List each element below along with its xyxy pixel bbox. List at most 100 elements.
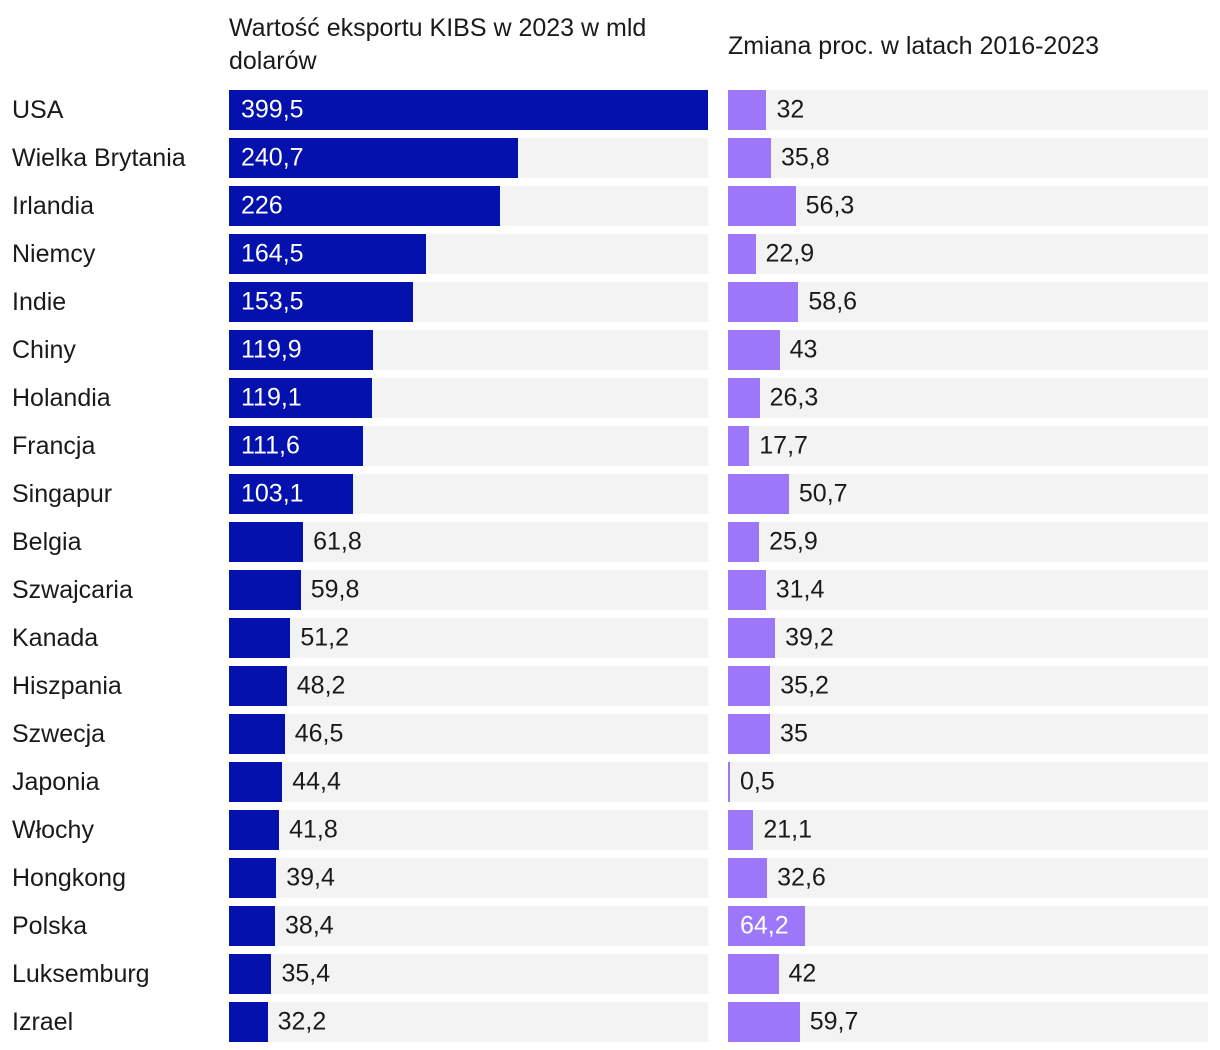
export-bar-track: 59,8 [229, 570, 708, 610]
change-value-label: 43 [789, 335, 818, 364]
change-bar-track: 35,8 [728, 138, 1208, 178]
export-bar-track: 61,8 [229, 522, 708, 562]
change-value-label: 35,8 [781, 143, 830, 172]
change-value-label: 21,1 [763, 815, 813, 844]
export-value-label: 32,2 [277, 1007, 327, 1036]
export-bar [229, 762, 283, 802]
change-bar-track: 43 [728, 330, 1208, 370]
export-value-label: 226 [241, 191, 283, 220]
change-bar [728, 1002, 800, 1042]
export-bar [229, 570, 301, 610]
table-row: Luksemburg 35,4 42 [0, 954, 1220, 994]
change-bar-track: 17,7 [728, 426, 1208, 466]
export-bar [229, 522, 304, 562]
export-bar-track: 119,9 [229, 330, 708, 370]
table-row: Włochy 41,8 21,1 [0, 810, 1220, 850]
table-row: Niemcy 164,5 22,9 [0, 234, 1220, 274]
country-label: Kanada [12, 623, 99, 652]
table-row: Holandia 119,1 26,3 [0, 378, 1220, 418]
country-label: Włochy [12, 815, 94, 844]
change-bar-track: 25,9 [728, 522, 1208, 562]
export-bar-track: 164,5 [229, 234, 708, 274]
export-bar [229, 426, 363, 466]
export-bar-track: 226 [229, 186, 708, 226]
change-bar-track: 59,7 [728, 1002, 1208, 1042]
export-bar [229, 474, 353, 514]
export-bar-track: 38,4 [229, 906, 708, 946]
change-bar-track: 39,2 [728, 618, 1208, 658]
change-value-label: 50,7 [798, 479, 848, 508]
table-row: Szwajcaria 59,8 31,4 [0, 570, 1220, 610]
export-value-label: 44,4 [292, 767, 341, 796]
change-value-label: 64,2 [740, 911, 789, 940]
country-label: Wielka Brytania [12, 143, 186, 172]
export-value-label: 35,4 [281, 959, 331, 988]
table-row: Belgia 61,8 25,9 [0, 522, 1220, 562]
change-value-label: 17,7 [759, 431, 808, 460]
country-label: Belgia [12, 527, 82, 556]
export-bar-track: 153,5 [229, 282, 708, 322]
table-row: Kanada 51,2 39,2 [0, 618, 1220, 658]
table-row: Szwecja 46,5 35 [0, 714, 1220, 754]
change-value-label: 58,6 [808, 287, 858, 316]
change-bar-track: 22,9 [728, 234, 1208, 274]
change-value-label: 26,3 [769, 383, 819, 412]
export-value-label: 240,7 [241, 143, 304, 172]
export-value-label: 51,2 [300, 623, 350, 652]
export-bar [229, 666, 287, 706]
export-bar [229, 714, 285, 754]
export-bar [229, 954, 272, 994]
change-bar-track: 35 [728, 714, 1208, 754]
country-label: Indie [12, 287, 67, 316]
country-label: Luksemburg [12, 959, 150, 988]
change-bar [728, 906, 806, 946]
change-bar [728, 618, 776, 658]
country-label: Szwajcaria [12, 575, 133, 604]
table-row: Chiny 119,9 43 [0, 330, 1220, 370]
country-label: Holandia [12, 383, 111, 412]
change-value-label: 42 [788, 959, 817, 988]
change-bar-track: 42 [728, 954, 1208, 994]
export-bar [229, 1002, 268, 1042]
change-value-label: 31,4 [775, 575, 825, 604]
chart-rows: USA 399,5 32 Wielka Brytania 240,7 35,8 Irland… [0, 90, 1220, 1042]
change-value-label: 25,9 [769, 527, 818, 556]
change-bar [728, 330, 780, 370]
export-bar-track: 44,4 [229, 762, 708, 802]
export-value-label: 164,5 [241, 239, 304, 268]
change-value-label: 0,5 [740, 767, 775, 796]
export-bar-track: 46,5 [229, 714, 708, 754]
change-bar [728, 570, 766, 610]
export-bar [229, 378, 372, 418]
table-row: USA 399,5 32 [0, 90, 1220, 130]
export-bar [229, 858, 277, 898]
header-gutter [708, 0, 728, 90]
change-value-label: 59,7 [809, 1007, 859, 1036]
country-label: Polska [12, 911, 88, 940]
export-bar-track: 51,2 [229, 618, 708, 658]
change-bar-track: 31,4 [728, 570, 1208, 610]
change-bar [728, 474, 789, 514]
change-bar-track: 21,1 [728, 810, 1208, 850]
export-value-label: 59,8 [310, 575, 360, 604]
export-bar [229, 90, 708, 130]
export-value-label: 111,6 [241, 431, 300, 460]
change-bar [728, 234, 756, 274]
country-label: Japonia [12, 767, 100, 796]
export-value-label: 61,8 [313, 527, 362, 556]
export-value-label: 153,5 [241, 287, 304, 316]
country-label: USA [12, 95, 64, 124]
change-bar-track: 50,7 [728, 474, 1208, 514]
change-bar-track: 64,2 [728, 906, 1208, 946]
change-bar-track: 26,3 [728, 378, 1208, 418]
change-bar [728, 90, 767, 130]
export-value-label: 103,1 [241, 479, 304, 508]
country-label: Szwecja [12, 719, 106, 748]
change-bar [728, 426, 750, 466]
export-bar-track: 111,6 [229, 426, 708, 466]
change-bar [728, 522, 760, 562]
column-headers: Wartość eksportu KIBS w 2023 w mld dolar… [0, 0, 1220, 90]
change-bar-track: 0,5 [728, 762, 1208, 802]
column-header-change: Zmiana proc. w latach 2016-2023 [728, 32, 1100, 60]
change-bar [728, 138, 771, 178]
